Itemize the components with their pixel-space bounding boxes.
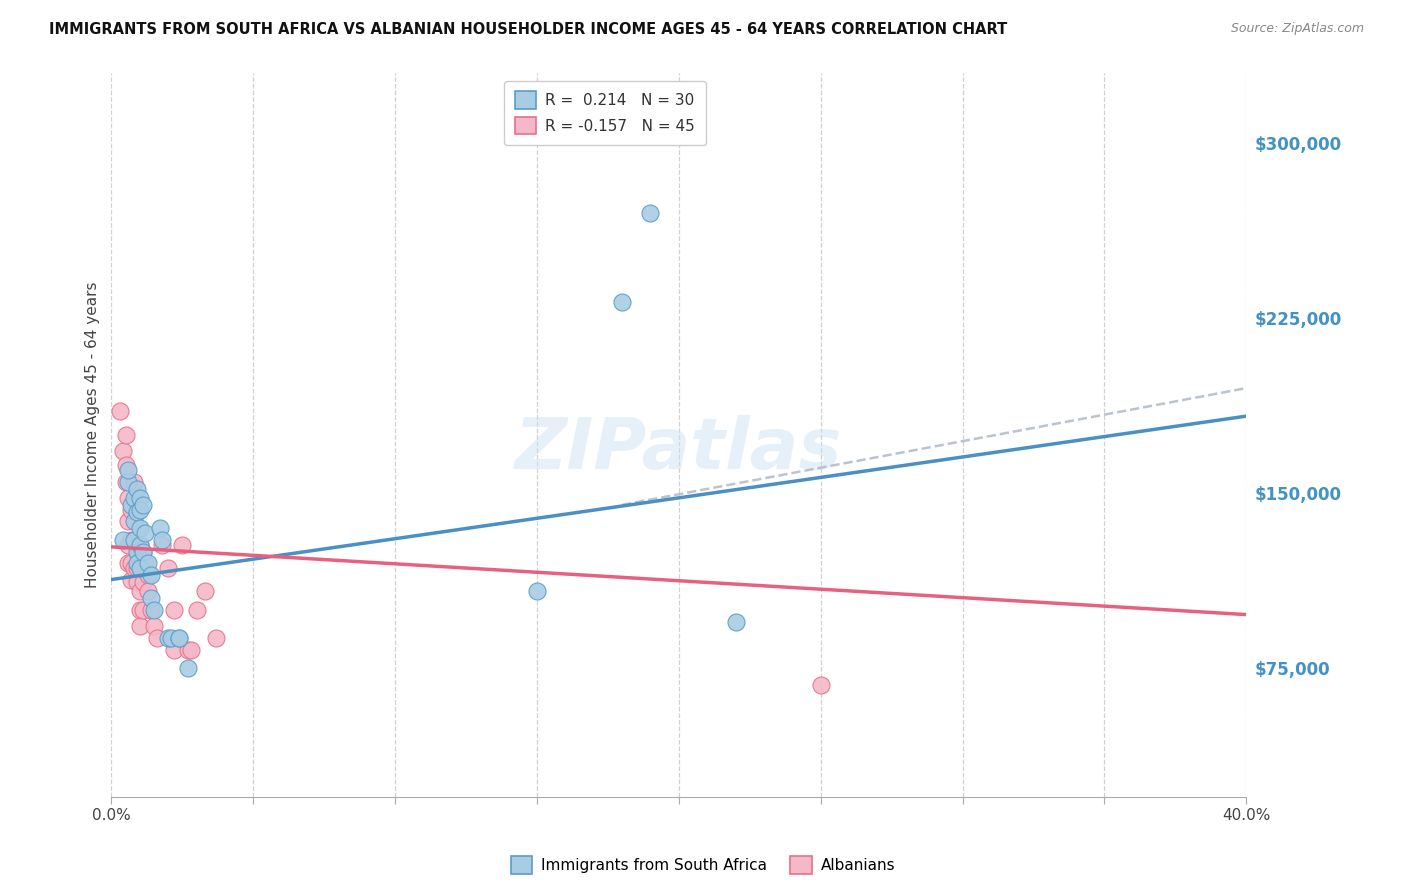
- Point: [128, 521, 150, 535]
- Point: [149, 521, 172, 535]
- Point: [157, 631, 180, 645]
- Point: [810, 678, 832, 692]
- Point: [139, 568, 162, 582]
- Point: [610, 294, 633, 309]
- Point: [111, 533, 134, 547]
- Point: [120, 573, 142, 587]
- Point: [120, 498, 142, 512]
- Point: [125, 574, 148, 589]
- Point: [125, 502, 148, 516]
- Point: [136, 556, 159, 570]
- Text: Source: ZipAtlas.com: Source: ZipAtlas.com: [1230, 22, 1364, 36]
- Point: [134, 556, 156, 570]
- Point: [131, 544, 153, 558]
- Point: [143, 603, 166, 617]
- Point: [125, 556, 148, 570]
- Point: [172, 537, 194, 551]
- Point: [122, 514, 145, 528]
- Y-axis label: Householder Income Ages 45 - 64 years: Householder Income Ages 45 - 64 years: [86, 282, 100, 588]
- Point: [125, 544, 148, 558]
- Point: [122, 475, 145, 489]
- Point: [163, 642, 186, 657]
- Point: [157, 561, 180, 575]
- Text: IMMIGRANTS FROM SOUTH AFRICA VS ALBANIAN HOUSEHOLDER INCOME AGES 45 - 64 YEARS C: IMMIGRANTS FROM SOUTH AFRICA VS ALBANIAN…: [49, 22, 1008, 37]
- Point: [131, 603, 153, 617]
- Point: [117, 475, 139, 489]
- Point: [128, 561, 150, 575]
- Point: [122, 561, 145, 575]
- Point: [186, 603, 208, 617]
- Point: [117, 491, 139, 505]
- Point: [139, 603, 162, 617]
- Point: [134, 525, 156, 540]
- Point: [128, 619, 150, 633]
- Point: [114, 458, 136, 472]
- Point: [177, 661, 200, 675]
- Point: [128, 537, 150, 551]
- Point: [152, 533, 174, 547]
- Point: [640, 206, 662, 220]
- Point: [131, 498, 153, 512]
- Point: [122, 491, 145, 505]
- Point: [117, 463, 139, 477]
- Point: [122, 533, 145, 547]
- Legend: R =  0.214   N = 30, R = -0.157   N = 45: R = 0.214 N = 30, R = -0.157 N = 45: [505, 80, 706, 145]
- Point: [152, 537, 174, 551]
- Point: [143, 619, 166, 633]
- Point: [120, 502, 142, 516]
- Point: [120, 556, 142, 570]
- Point: [125, 482, 148, 496]
- Point: [128, 502, 150, 516]
- Legend: Immigrants from South Africa, Albanians: Immigrants from South Africa, Albanians: [505, 850, 901, 880]
- Point: [128, 584, 150, 599]
- Point: [114, 475, 136, 489]
- Point: [108, 404, 131, 418]
- Point: [122, 533, 145, 547]
- Point: [128, 561, 150, 575]
- Point: [125, 561, 148, 575]
- Point: [120, 533, 142, 547]
- Point: [177, 642, 200, 657]
- Point: [136, 568, 159, 582]
- Point: [136, 584, 159, 599]
- Point: [117, 514, 139, 528]
- Point: [169, 631, 191, 645]
- Point: [163, 603, 186, 617]
- Point: [160, 631, 183, 645]
- Point: [117, 537, 139, 551]
- Point: [131, 574, 153, 589]
- Point: [125, 537, 148, 551]
- Point: [205, 631, 228, 645]
- Point: [125, 505, 148, 519]
- Point: [128, 491, 150, 505]
- Point: [526, 584, 548, 599]
- Text: ZIPatlas: ZIPatlas: [515, 415, 842, 483]
- Point: [128, 537, 150, 551]
- Point: [128, 603, 150, 617]
- Point: [131, 544, 153, 558]
- Point: [724, 615, 747, 629]
- Point: [111, 444, 134, 458]
- Point: [139, 591, 162, 606]
- Point: [117, 556, 139, 570]
- Point: [194, 584, 217, 599]
- Point: [169, 631, 191, 645]
- Point: [180, 642, 202, 657]
- Point: [146, 631, 169, 645]
- Point: [114, 427, 136, 442]
